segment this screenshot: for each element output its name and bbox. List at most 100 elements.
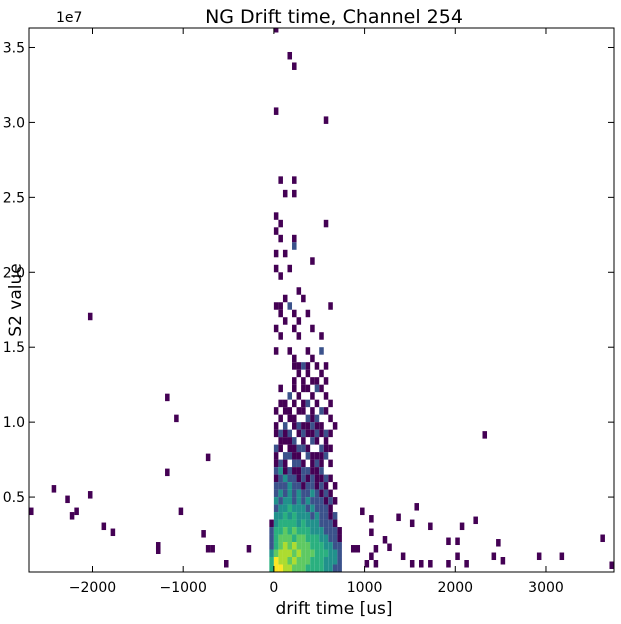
heatmap-cell [491,552,497,561]
x-tick-label: 3000 [528,580,564,596]
heatmap-cell [301,527,306,535]
heatmap-cell [319,332,324,340]
heatmap-cell [305,452,311,460]
heatmap-cell [301,542,306,550]
heatmap-cell [287,519,293,528]
heatmap-cell [305,467,311,475]
heatmap-cell [282,474,288,483]
heatmap-cell [305,362,311,370]
heatmap-cell [292,176,297,184]
heatmap-cell [409,519,415,528]
heatmap-cell [319,497,324,505]
heatmap-cell [323,392,329,400]
y-tick-label: 1.5 [3,340,25,356]
heatmap-cell [292,422,297,430]
heatmap-cell [310,489,315,498]
heatmap-cell [296,407,302,415]
heatmap-cell [278,489,283,498]
heatmap-cell [328,504,333,513]
heatmap-cell [310,392,315,400]
heatmap-cell [464,560,469,568]
heatmap-cell [350,545,356,553]
heatmap-cell [369,552,374,561]
heatmap-cell [278,309,283,318]
heatmap-cell [278,549,283,558]
heatmap-cell [273,504,279,513]
heatmap-cell [292,444,297,453]
heatmap-cell [273,474,279,483]
heatmap-cell [305,557,311,565]
heatmap-cell [269,542,274,550]
heatmap-cell [282,542,288,550]
heatmap-cell [305,369,311,378]
heatmap-cell [292,497,297,505]
heatmap-cell [419,560,424,568]
heatmap-cell [273,459,279,468]
heatmap-cell [310,377,315,385]
heatmap-cell [314,399,320,408]
chart-title: NG Drift time, Channel 254 [205,6,463,28]
heatmap-cell [310,459,315,468]
heatmap-cell [292,242,297,250]
heatmap-cell [310,497,315,505]
heatmap-cell [459,522,465,531]
heatmap-cell [314,549,320,558]
x-tick-label: 2000 [437,580,473,596]
heatmap-cell [305,564,311,572]
heatmap-cell [310,422,315,430]
heatmap-cell [301,557,306,565]
heatmap-cell [278,414,283,423]
x-tick-label: 1000 [347,580,383,596]
x-axis-label: drift time [us] [276,599,393,619]
heatmap-cell [296,429,302,438]
heatmap-cell [296,287,302,295]
heatmap-cell [305,482,311,490]
heatmap-cell [314,512,320,520]
heatmap-cell [273,467,279,475]
heatmap-cell [319,347,324,355]
heatmap-cell [292,234,297,243]
heatmap-cell [332,534,338,543]
heatmap-cell [314,429,320,438]
heatmap-cell [332,557,338,565]
heatmap-cell [301,467,306,475]
heatmap-cell [282,294,288,303]
heatmap-cell [273,534,279,543]
heatmap-cell [319,519,324,528]
heatmap-cell [301,362,306,370]
heatmap-cell [369,515,374,523]
heatmap-cell [319,429,324,438]
heatmap-cell [373,545,379,553]
heatmap-cell [319,369,324,378]
heatmap-cell [282,452,288,460]
heatmap-cell [310,519,315,528]
heatmap-cell [296,564,302,572]
heatmap-cell [278,474,283,483]
heatmap-cell [292,534,297,543]
heatmap-cell [224,560,229,568]
heatmap-cell [296,489,302,498]
heatmap-cell [446,537,451,546]
heatmap-cell [323,116,329,124]
heatmap-cell [296,549,302,558]
heatmap-cell [305,489,311,498]
heatmap-cell [296,527,302,535]
heatmap-cell [273,249,279,258]
heatmap-cell [287,452,293,460]
heatmap-cell [292,519,297,528]
heatmap-cell [273,497,279,505]
heatmap-cell [269,527,274,535]
heatmap-cell [305,422,311,430]
heatmap-cell [600,534,605,543]
heatmap-cell [273,429,279,438]
heatmap-cell [310,534,315,543]
heatmap-cell [296,459,302,468]
heatmap-cell [278,557,283,565]
heatmap-cell [292,557,297,565]
heatmap-cell [292,512,297,520]
heatmap-cell [273,28,279,33]
heatmap-cell [273,444,279,453]
heatmap-cell [282,317,288,325]
heatmap-cell [287,504,293,513]
